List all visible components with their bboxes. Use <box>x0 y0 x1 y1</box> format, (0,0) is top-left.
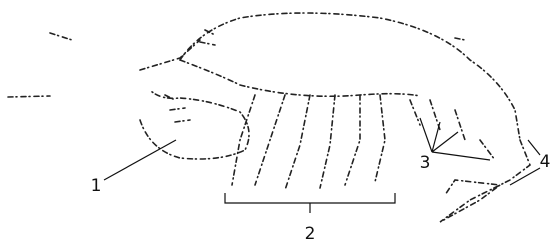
leg <box>255 95 285 185</box>
leg <box>345 95 360 185</box>
claw <box>140 90 249 159</box>
leg <box>320 95 335 188</box>
antenna <box>50 33 72 40</box>
leader-line <box>510 140 540 185</box>
pleopod <box>410 100 495 160</box>
antenna <box>140 40 200 70</box>
label: 1 <box>91 176 102 196</box>
claw-detail <box>165 95 190 122</box>
label: 2 <box>305 224 316 244</box>
carapace-edge <box>180 60 420 96</box>
back <box>180 13 520 140</box>
leg <box>375 95 385 182</box>
antenna <box>8 96 50 97</box>
diagram: 1 2 3 4 <box>0 0 553 247</box>
leader-line <box>104 140 176 180</box>
label: 4 <box>540 152 551 172</box>
label: 3 <box>420 153 431 173</box>
bracket <box>225 193 395 213</box>
leader-line <box>420 118 490 160</box>
shrimp-drawing <box>8 13 530 222</box>
rostrum <box>200 30 465 45</box>
leg <box>232 95 255 185</box>
leg <box>285 95 310 190</box>
